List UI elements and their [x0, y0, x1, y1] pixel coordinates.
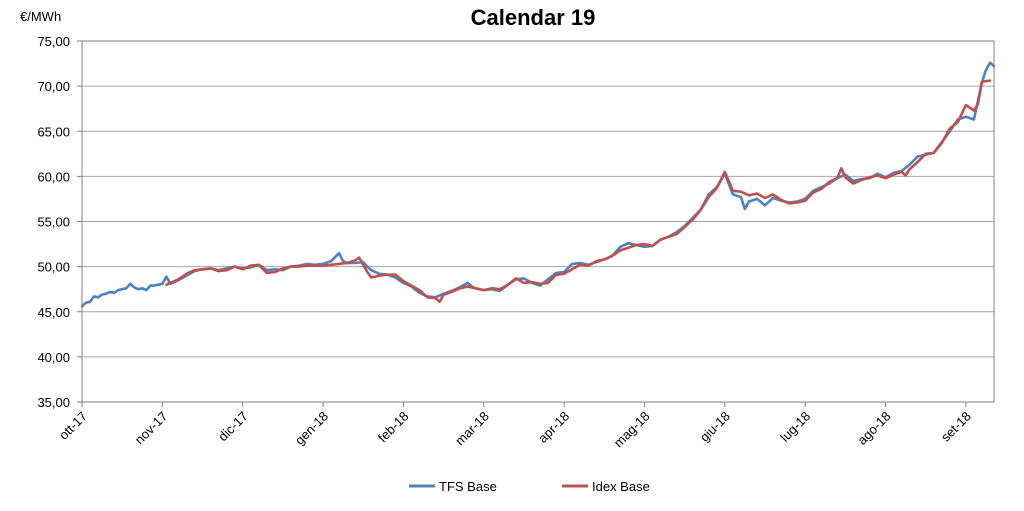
y-tick-label: 65,00: [37, 124, 70, 139]
x-tick-label: ott-17: [56, 409, 90, 443]
y-tick-label: 35,00: [37, 395, 70, 410]
x-tick-label: gen-18: [292, 409, 331, 448]
legend: TFS Base Idex Base: [409, 479, 650, 494]
y-tick-label: 70,00: [37, 79, 70, 94]
x-tick-label: set-18: [938, 409, 974, 445]
y-tick-label: 50,00: [37, 260, 70, 275]
series-lines: [80, 61, 996, 308]
x-axis: ott-17 nov-17 dic-17 gen-18 feb-18 mar-18 apr-…: [56, 402, 974, 450]
y-tick-label: 40,00: [37, 350, 70, 365]
y-tick-label: 45,00: [37, 305, 70, 320]
legend-label: TFS Base: [439, 479, 497, 494]
legend-label: Idex Base: [592, 479, 650, 494]
chart-title: Calendar 19: [471, 5, 596, 30]
x-tick-label: mar-18: [452, 409, 492, 449]
y-axis-unit-label: €/MWh: [20, 9, 61, 24]
y-tick-label: 60,00: [37, 169, 70, 184]
x-tick-label: apr-18: [535, 409, 572, 446]
x-tick-label: giu-18: [697, 409, 733, 445]
x-tick-label: feb-18: [375, 409, 412, 446]
gridlines: [82, 40, 994, 403]
y-tick-label: 75,00: [37, 34, 70, 49]
x-tick-label: nov-17: [132, 409, 171, 448]
y-axis: 35,00 40,00 45,00 50,00 55,00 60,00 65,00 70,00…: [37, 34, 82, 410]
series-line-idex-base: [165, 79, 992, 304]
x-tick-label: ago-18: [854, 409, 893, 448]
x-tick-label: lug-18: [777, 409, 813, 445]
series-line-tfs-base: [80, 61, 996, 308]
x-tick-label: dic-17: [215, 409, 251, 445]
x-tick-label: mag-18: [611, 409, 653, 451]
y-tick-label: 55,00: [37, 215, 70, 230]
